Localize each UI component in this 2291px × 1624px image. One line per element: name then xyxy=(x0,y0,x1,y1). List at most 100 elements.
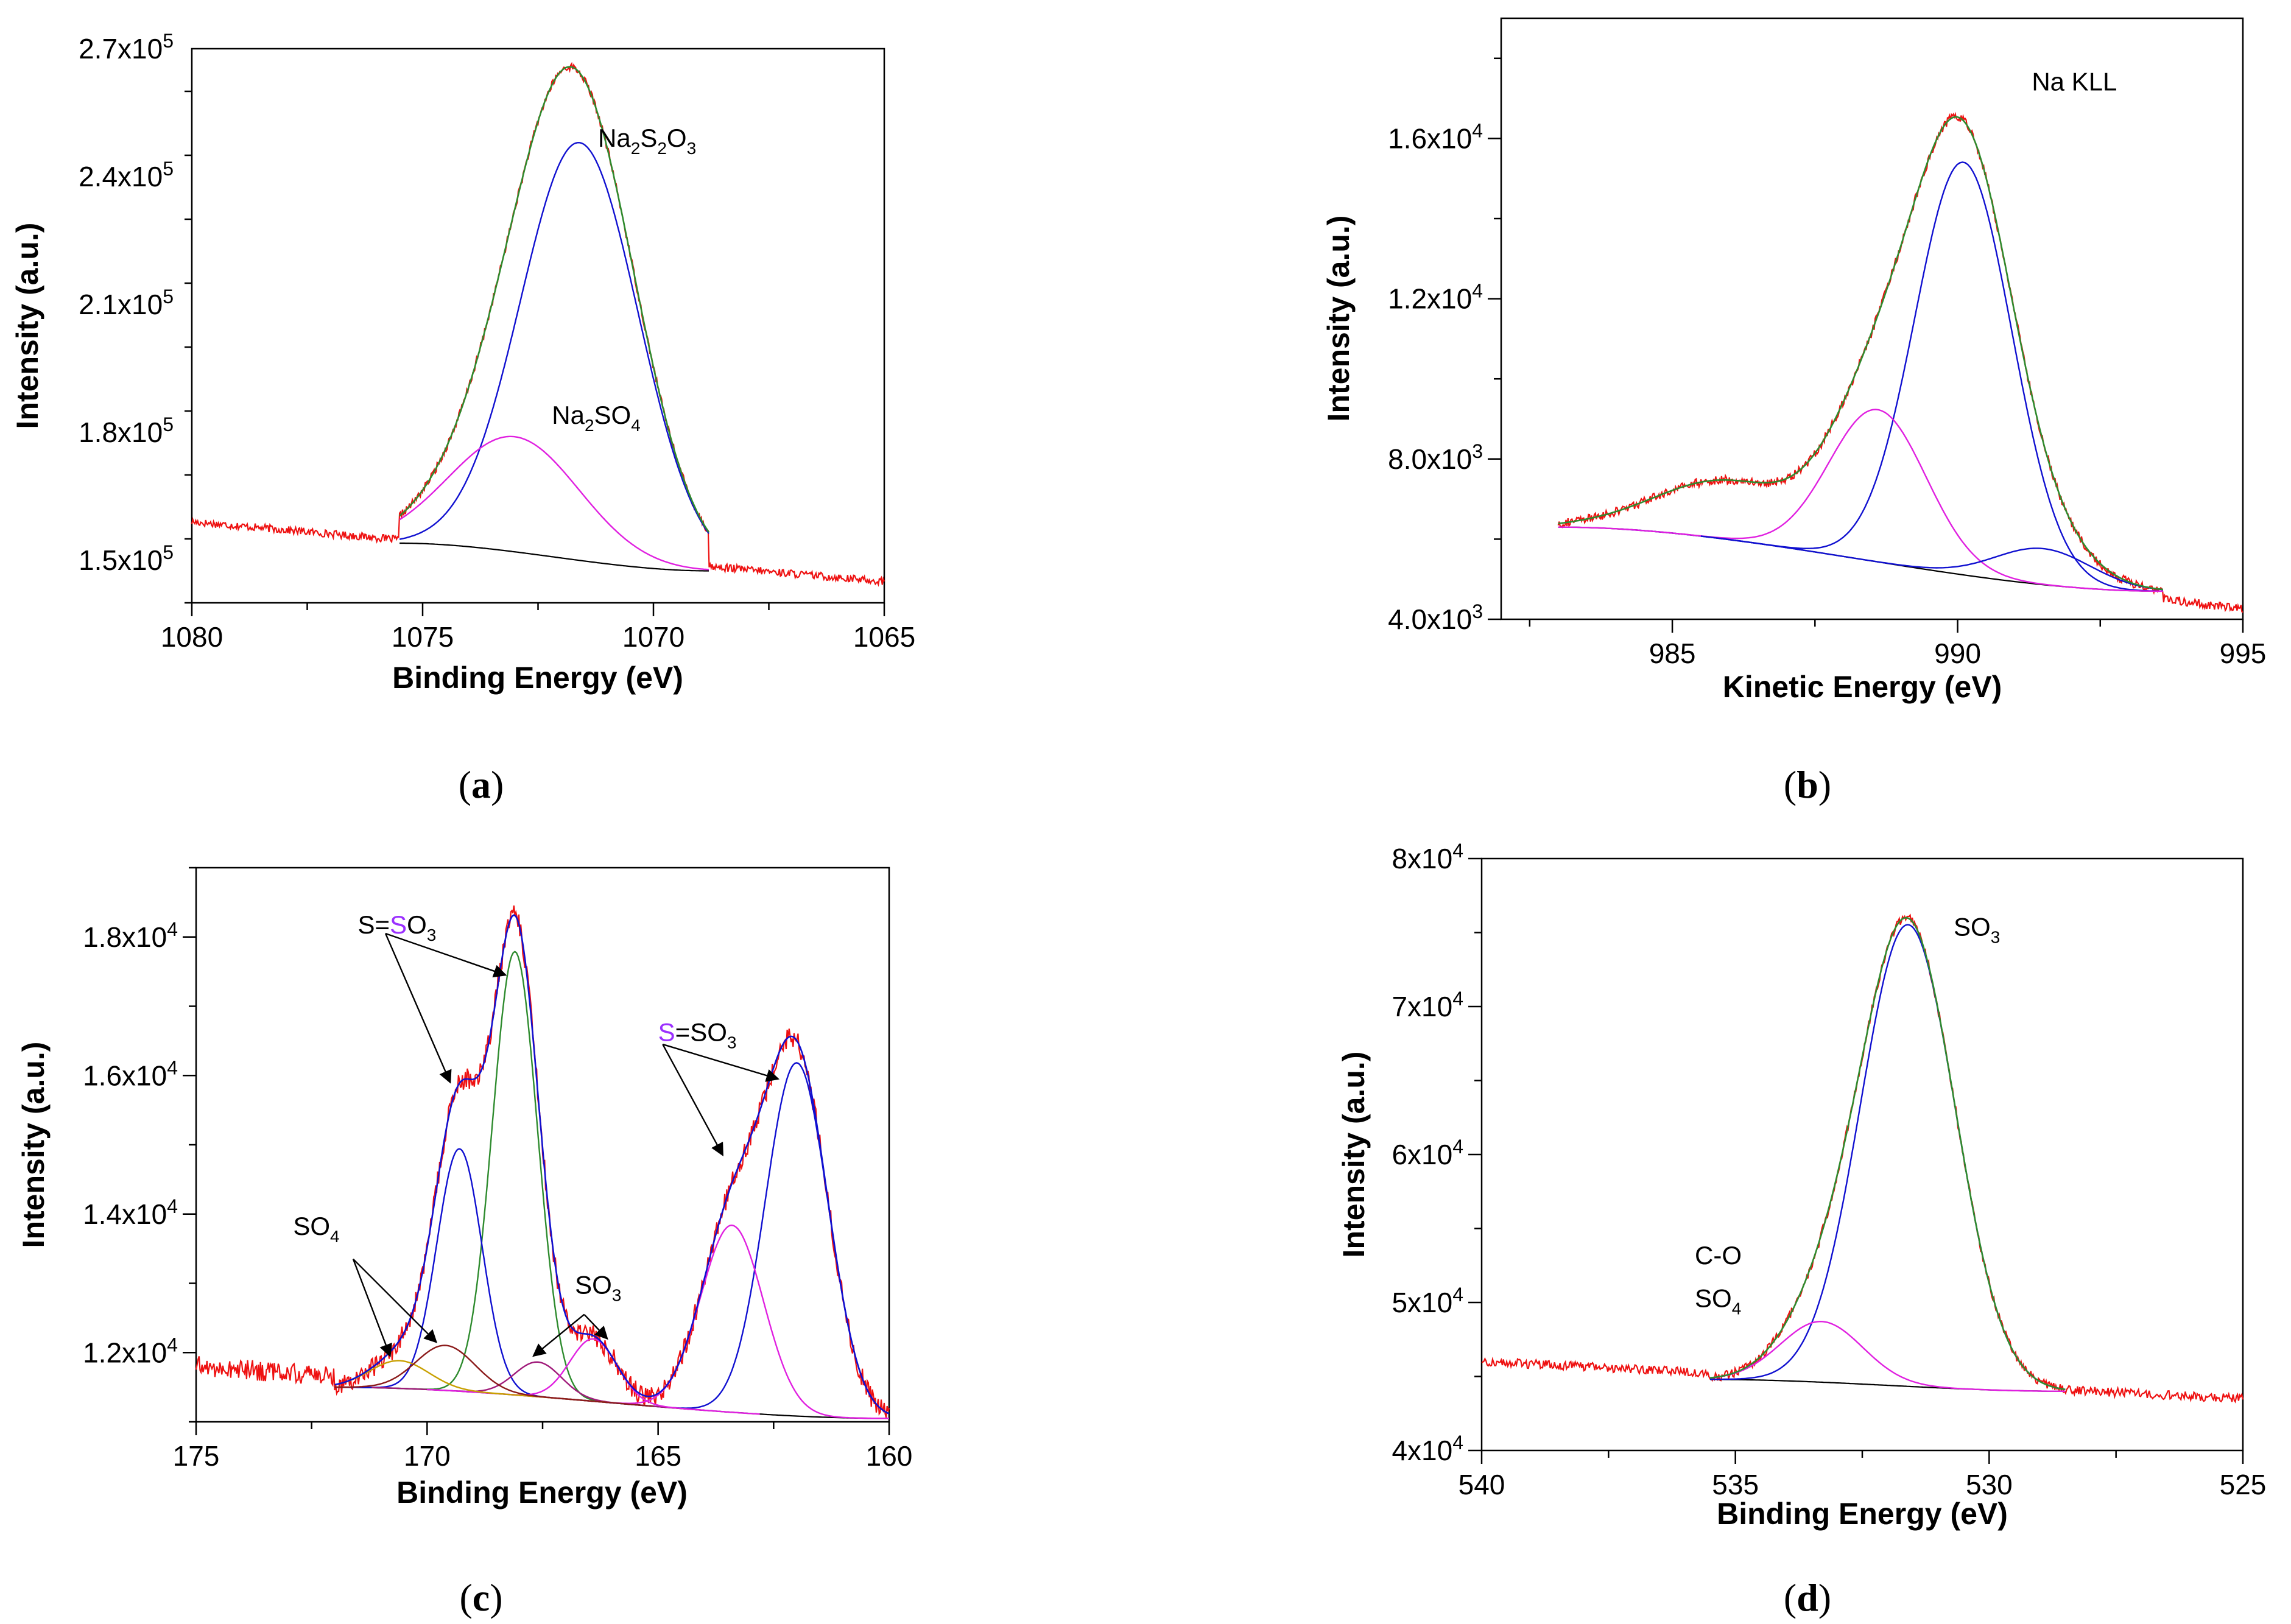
chart-d: 540 535 530 5254x1045x1046x1047x1048x104SO3… xyxy=(1392,840,2266,1500)
annotation-text: S xyxy=(390,910,407,939)
annotation-subscript: 3 xyxy=(727,1033,737,1052)
y-tick-mantissa: 4 xyxy=(1392,1435,1407,1466)
peak-component-line xyxy=(1709,1320,2066,1392)
curves xyxy=(1557,111,2243,613)
annotation-arrow xyxy=(384,933,452,1084)
raw-spectrum-line xyxy=(191,62,885,587)
annotation-text: =SO xyxy=(675,1018,727,1046)
annotation-arrow xyxy=(352,1259,392,1357)
x-tick-label: 530 xyxy=(1966,1469,2013,1500)
annotations: SO3 C-O SO4 xyxy=(1695,912,2000,1318)
x-tick-label: 1065 xyxy=(853,621,915,653)
y-tick-exponent: 5 xyxy=(163,30,174,52)
y-tick-times-ten: x10 xyxy=(1427,443,1472,475)
y-tick-times-ten: x10 xyxy=(122,1060,167,1091)
y-tick-times-ten: x10 xyxy=(1407,1435,1452,1466)
peak-annotation: SO4 xyxy=(1695,1284,1741,1318)
peak-component-line xyxy=(1710,924,2066,1390)
raw-spectrum-line xyxy=(1557,111,2243,613)
y-tick-label: 1.2x104 xyxy=(83,1334,178,1368)
fit-envelope-line xyxy=(1709,916,2066,1390)
y-tick-times-ten: x10 xyxy=(118,417,163,448)
y-tick-label: 2.7x105 xyxy=(79,30,174,65)
y-tick-label: 2.1x105 xyxy=(79,286,174,320)
annotation-subscript: 4 xyxy=(631,416,641,435)
y-tick-label: 1.8x105 xyxy=(79,413,174,448)
y-tick-label: 6x104 xyxy=(1392,1136,1463,1170)
annotation-arrow xyxy=(532,1313,585,1357)
peak-annotation: S=SO3 xyxy=(358,910,437,944)
background-line xyxy=(1710,1379,2066,1392)
chart-c: 175 170 165 1601.2x1041.4x1041.6x1041.8x104… xyxy=(83,866,912,1472)
x-tick-label: 535 xyxy=(1712,1469,1759,1500)
y-tick-label: 1.6x104 xyxy=(1388,119,1483,154)
fit-envelope-line xyxy=(334,914,890,1415)
curves xyxy=(195,905,890,1419)
y-tick-label: 7x104 xyxy=(1392,988,1463,1022)
y-tick-times-ten: x10 xyxy=(1407,843,1452,874)
x-axis-title: Binding Energy (eV) xyxy=(396,1475,688,1510)
annotation-text: C-O xyxy=(1695,1241,1742,1270)
peak-component-line xyxy=(355,951,675,1409)
y-tick-exponent: 3 xyxy=(1472,440,1483,462)
annotation-subscript: 3 xyxy=(427,926,437,944)
annotation-text: SO xyxy=(293,1212,330,1240)
x-axis-title: Kinetic Energy (eV) xyxy=(1723,670,2002,704)
y-tick-times-ten: x10 xyxy=(118,289,163,320)
panel-c: Binding Energy (eV) Intensity (a.u.) (c) xyxy=(16,866,890,1619)
y-tick-label: 1.8x104 xyxy=(83,918,178,953)
y-tick-mantissa: 1.6 xyxy=(1388,122,1427,154)
x-tick-label: 1075 xyxy=(392,621,454,653)
x-axis-title: Binding Energy (eV) xyxy=(1717,1497,2008,1531)
annotation-subscript: 3 xyxy=(1991,927,2001,946)
y-tick-mantissa: 8.0 xyxy=(1388,443,1427,475)
annotation-text: O xyxy=(667,124,687,152)
annotation-subscript: 3 xyxy=(612,1286,622,1305)
annotation-text: O xyxy=(407,910,427,939)
annotation-text: S= xyxy=(358,910,390,939)
peak-annotation: Na KLL xyxy=(2032,67,2117,96)
chart-a: 1080 1075 1070 10651.5x1051.8x1052.1x1052.4… xyxy=(79,30,915,653)
y-tick-times-ten: x10 xyxy=(122,1337,167,1368)
peak-component-line xyxy=(575,1062,890,1415)
y-tick-label: 4.0x103 xyxy=(1388,600,1483,635)
annotation-arrow xyxy=(353,1258,438,1343)
peak-component-line xyxy=(1700,535,2163,591)
panel-label: (b) xyxy=(1784,763,1831,806)
y-axis-title: Intensity (a.u.) xyxy=(10,223,44,429)
y-tick-times-ten: x10 xyxy=(1407,991,1452,1022)
y-tick-exponent: 4 xyxy=(167,1056,178,1078)
annotation-subscript: 4 xyxy=(330,1227,340,1246)
y-tick-exponent: 5 xyxy=(163,286,174,308)
annotation-text: SO xyxy=(1954,912,1991,941)
y-tick-times-ten: x10 xyxy=(1427,603,1472,635)
y-tick-mantissa: 6 xyxy=(1392,1139,1407,1170)
peak-component-line xyxy=(510,1224,889,1419)
fit-envelope-line xyxy=(1558,116,2163,591)
x-tick-label: 1070 xyxy=(622,621,684,653)
peak-annotation: SO3 xyxy=(575,1271,621,1305)
x-tick-label: 990 xyxy=(1934,638,1981,669)
annotation-text: Na KLL xyxy=(2032,67,2117,96)
x-tick-label: 1080 xyxy=(161,621,223,653)
panel-label: (d) xyxy=(1784,1576,1831,1619)
x-tick-label: 165 xyxy=(635,1440,681,1472)
annotations: Na KLL xyxy=(2032,67,2117,96)
peak-annotation: SO4 xyxy=(293,1212,339,1246)
y-tick-exponent: 4 xyxy=(1452,840,1463,862)
y-tick-mantissa: 1.6 xyxy=(83,1060,122,1091)
peak-component-line xyxy=(1558,409,2163,592)
axis-ticks: 1080 1075 1070 10651.5x1051.8x1052.1x1052.4… xyxy=(79,30,915,653)
y-tick-label: 1.6x104 xyxy=(83,1056,178,1091)
annotation-arrow xyxy=(583,1313,608,1340)
y-tick-exponent: 4 xyxy=(167,1334,178,1355)
y-tick-mantissa: 7 xyxy=(1392,991,1407,1022)
annotation-subscript: 4 xyxy=(1732,1299,1742,1318)
peak-component-line xyxy=(399,141,709,540)
y-tick-mantissa: 2.4 xyxy=(79,161,118,192)
x-tick-label: 995 xyxy=(2220,638,2267,669)
plot-frame xyxy=(191,47,885,604)
